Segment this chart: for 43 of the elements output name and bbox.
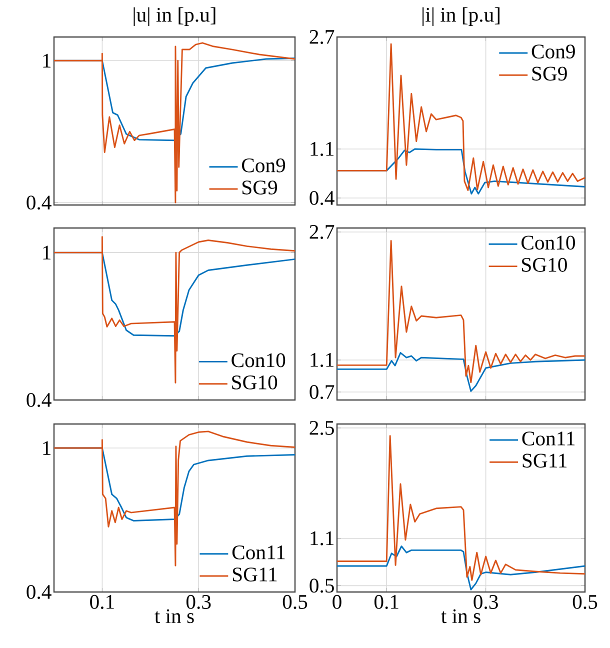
y-tick-label: 1 [43, 246, 50, 260]
y-tick-label: 2.7 [310, 225, 334, 239]
y-tick-label: 0.4 [26, 392, 52, 408]
line-series [54, 42, 296, 204]
legend-label: Con9 [242, 158, 286, 172]
line-series [337, 352, 586, 392]
y-tick-label: 0.7 [310, 384, 334, 400]
line-series [337, 43, 586, 192]
x-tick-label: 0 [332, 594, 342, 609]
chart-title: |u| in [p.u] [134, 7, 216, 26]
y-tick-label: 0.4 [310, 190, 334, 206]
legend-label: SG10 [522, 258, 567, 272]
chart-title: |i| in [p.u] [422, 7, 500, 26]
y-tick-label: 2.5 [310, 420, 334, 435]
legend-label: Con10 [232, 353, 286, 368]
line-series [337, 546, 586, 590]
legend-label: Con11 [232, 545, 285, 560]
legend-label: Con10 [522, 236, 575, 250]
y-tick-label: 0.4 [26, 196, 52, 210]
x-tick-label: 0.3 [474, 594, 498, 609]
y-tick-label: 0.4 [26, 584, 52, 600]
x-tick-label: 0.1 [90, 594, 114, 609]
legend-label: SG11 [522, 454, 566, 468]
y-tick-label: 1 [43, 54, 50, 68]
y-tick-label: 1.1 [310, 142, 334, 156]
legend-label: SG10 [232, 375, 278, 390]
x-tick-label: 0.1 [374, 594, 398, 609]
x-axis-title: t in s [154, 609, 194, 624]
x-tick-label: 0.5 [282, 594, 308, 609]
x-tick-label: 0.3 [186, 594, 211, 609]
legend-label: SG9 [242, 180, 278, 194]
legend-label: SG11 [232, 568, 277, 582]
y-tick-label: 1 [43, 441, 50, 455]
y-tick-label: 0.5 [310, 578, 334, 593]
y-tick-label: 1.1 [310, 353, 334, 367]
x-axis-title: t in s [441, 609, 480, 624]
line-series [54, 430, 296, 566]
legend-label: Con11 [522, 432, 575, 446]
legend-label: SG9 [532, 66, 567, 81]
y-tick-label: 1.1 [310, 531, 334, 546]
x-tick-label: 0.5 [572, 594, 598, 609]
legend-label: Con9 [532, 44, 575, 59]
y-tick-label: 2.7 [310, 30, 334, 44]
